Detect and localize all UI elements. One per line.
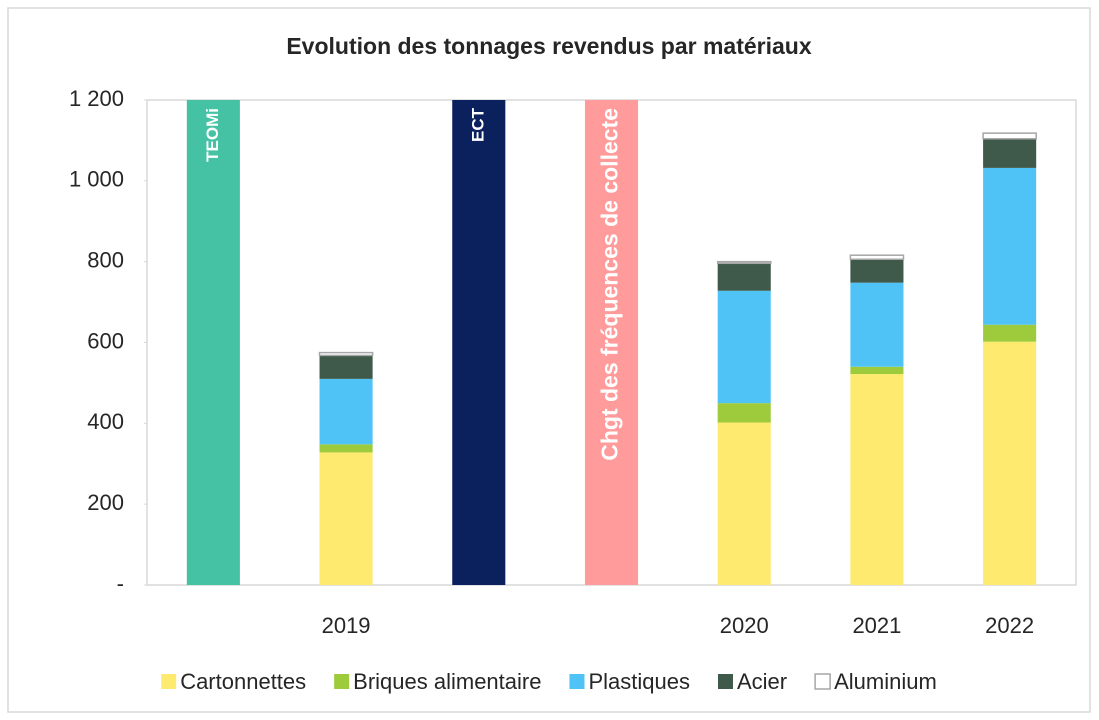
event-label: ECT: [468, 107, 487, 142]
y-tick-label: 600: [87, 328, 124, 353]
legend-label: Acier: [737, 669, 787, 694]
legend-swatch: [814, 673, 831, 690]
bar-segment: [849, 254, 905, 260]
bar-segment: [983, 167, 1037, 325]
y-tick-label: 400: [87, 409, 124, 434]
x-tick-label: 2021: [852, 613, 901, 638]
legend-swatch: [334, 674, 350, 689]
bar-segment: [850, 259, 904, 283]
event-label: TEOMi: [203, 108, 222, 162]
legend-label: Cartonnettes: [180, 669, 306, 694]
legend-swatch: [717, 674, 733, 689]
bar-segment: [983, 324, 1037, 342]
legend-label: Aluminium: [834, 669, 937, 694]
y-tick-label: 1 000: [69, 167, 124, 192]
bar-segment: [319, 378, 373, 445]
legend-label: Briques alimentaire: [353, 669, 541, 694]
bar-segment: [850, 366, 904, 375]
legend-label: Plastiques: [588, 669, 690, 694]
y-tick-label: 1 200: [69, 86, 124, 111]
bar-segment: [983, 138, 1037, 168]
legend-swatch: [569, 674, 585, 689]
x-tick-label: 2022: [985, 613, 1034, 638]
x-tick-label: 2019: [322, 613, 371, 638]
bar-segment: [983, 341, 1037, 585]
event-bar: [186, 100, 240, 585]
bar-segment: [717, 263, 771, 291]
bar-segment: [319, 452, 373, 585]
bar-segment: [717, 422, 771, 585]
bar-segment: [717, 403, 771, 423]
bar-segment: [850, 282, 904, 367]
y-tick-label: 200: [87, 490, 124, 515]
y-tick-label: 800: [87, 247, 124, 272]
bar-segment: [850, 374, 904, 585]
x-tick-label: 2020: [720, 613, 769, 638]
bar-segment: [318, 351, 374, 357]
bar-segment: [319, 355, 373, 379]
legend-swatch: [161, 674, 177, 689]
event-bar: [584, 100, 639, 585]
bar-segment: [716, 260, 772, 265]
event-bar: [452, 100, 506, 585]
bar-segment: [319, 444, 373, 453]
bar-segment: [717, 290, 771, 404]
y-tick-label: -: [117, 571, 124, 596]
chart-border: [7, 7, 1091, 713]
chart-title: Evolution des tonnages revendus par maté…: [286, 33, 812, 59]
bar-segment: [982, 132, 1037, 140]
event-label: Chgt des fréquences de collecte: [597, 108, 623, 461]
